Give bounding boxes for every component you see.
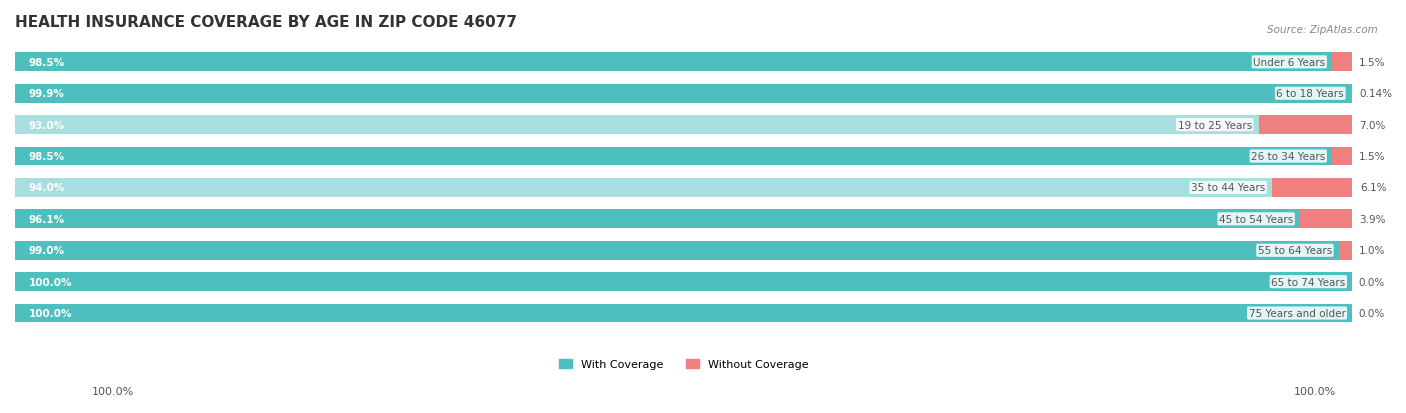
Text: 0.0%: 0.0% [1358,309,1385,318]
Bar [15,85,1351,103]
Bar [15,147,1331,166]
Bar [1331,147,1353,166]
Text: 1.0%: 1.0% [1358,246,1385,256]
Text: 75 Years and older: 75 Years and older [1249,309,1346,318]
Bar [15,53,1331,72]
Text: 55 to 64 Years: 55 to 64 Years [1258,246,1331,256]
Text: 7.0%: 7.0% [1358,120,1385,131]
Bar [15,116,1258,135]
Bar [1331,53,1353,72]
Bar [15,241,1353,260]
Bar [15,210,1353,229]
Text: 6.1%: 6.1% [1360,183,1386,193]
Text: 0.14%: 0.14% [1360,89,1392,99]
Text: 96.1%: 96.1% [28,214,65,224]
Bar [1351,85,1353,103]
Bar [15,304,1353,323]
Text: 65 to 74 Years: 65 to 74 Years [1271,277,1346,287]
Text: 93.0%: 93.0% [28,120,65,131]
Bar [15,241,1339,260]
Bar [1258,116,1353,135]
Bar [15,304,1353,323]
Text: 100.0%: 100.0% [28,277,72,287]
Bar [15,210,1301,229]
Text: 94.0%: 94.0% [28,183,65,193]
Bar [15,147,1353,166]
Text: HEALTH INSURANCE COVERAGE BY AGE IN ZIP CODE 46077: HEALTH INSURANCE COVERAGE BY AGE IN ZIP … [15,15,517,30]
Bar [1339,241,1353,260]
Text: 35 to 44 Years: 35 to 44 Years [1191,183,1265,193]
Text: 99.9%: 99.9% [28,89,65,99]
Text: 98.5%: 98.5% [28,152,65,161]
Bar [15,178,1353,197]
Text: 3.9%: 3.9% [1358,214,1385,224]
Text: 100.0%: 100.0% [28,309,72,318]
Bar [15,85,1353,103]
Text: 100.0%: 100.0% [1294,387,1336,396]
Text: 1.5%: 1.5% [1358,152,1385,161]
Bar [15,116,1353,135]
Bar [15,178,1272,197]
Text: 26 to 34 Years: 26 to 34 Years [1251,152,1326,161]
Text: 100.0%: 100.0% [91,387,134,396]
Text: Under 6 Years: Under 6 Years [1253,58,1326,68]
Text: 99.0%: 99.0% [28,246,65,256]
Text: 6 to 18 Years: 6 to 18 Years [1277,89,1344,99]
Text: 98.5%: 98.5% [28,58,65,68]
Bar [15,53,1353,72]
Text: Source: ZipAtlas.com: Source: ZipAtlas.com [1267,25,1378,35]
Text: 45 to 54 Years: 45 to 54 Years [1219,214,1294,224]
Text: 19 to 25 Years: 19 to 25 Years [1178,120,1251,131]
Text: 0.0%: 0.0% [1358,277,1385,287]
Legend: With Coverage, Without Coverage: With Coverage, Without Coverage [554,355,813,374]
Bar [1301,210,1353,229]
Bar [15,273,1353,292]
Text: 1.5%: 1.5% [1358,58,1385,68]
Bar [1272,178,1354,197]
Bar [15,273,1353,292]
